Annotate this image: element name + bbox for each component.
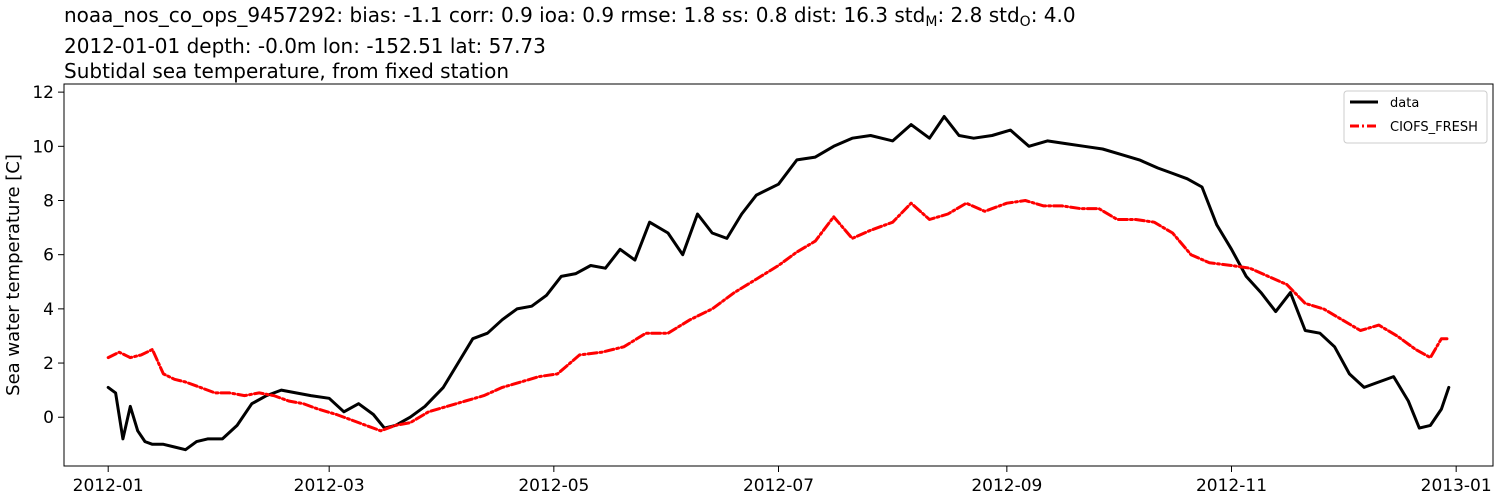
x-tick-label: 2012-01 bbox=[73, 476, 144, 496]
y-tick-label: 2 bbox=[43, 354, 54, 374]
title-line1-prefix: noaa_nos_co_ops_9457292: bias: -1.1 corr… bbox=[64, 3, 926, 27]
y-tick-label: 10 bbox=[32, 137, 54, 157]
chart-title-line-1: noaa_nos_co_ops_9457292: bias: -1.1 corr… bbox=[64, 3, 1076, 34]
chart-title-line-3: Subtidal sea temperature, from fixed sta… bbox=[64, 59, 509, 83]
x-tick-label: 2012-11 bbox=[1196, 476, 1267, 496]
x-tick-label: 2012-05 bbox=[518, 476, 589, 496]
title-line1-end: : 4.0 bbox=[1030, 3, 1076, 27]
title-subscript-o: O bbox=[1019, 14, 1031, 30]
title-subscript-m: M bbox=[925, 14, 938, 30]
y-tick-label: 6 bbox=[43, 246, 54, 266]
y-axis: 0 2 4 6 8 10 12 bbox=[32, 83, 64, 428]
legend-label-data: data bbox=[1390, 96, 1419, 111]
x-axis: 2012-01 2012-03 2012-05 2012-07 2012-09 2012-… bbox=[73, 466, 1492, 496]
x-tick-label: 2012-09 bbox=[971, 476, 1042, 496]
y-tick-label: 4 bbox=[43, 300, 54, 320]
legend-box bbox=[1343, 90, 1488, 144]
plot-frame bbox=[63, 83, 1494, 467]
title-line1-mid: : 2.8 std bbox=[937, 3, 1020, 27]
y-tick-label: 12 bbox=[32, 83, 54, 103]
series-layer bbox=[106, 115, 1451, 452]
legend-label-ciofs-fresh: CIOFS_FRESH bbox=[1390, 120, 1478, 135]
chart-title-line-2: 2012-01-01 depth: -0.0m lon: -152.51 lat… bbox=[64, 34, 546, 58]
y-tick-label: 0 bbox=[43, 408, 54, 428]
x-tick-label: 2012-07 bbox=[743, 476, 814, 496]
y-axis-label: Sea water temperature [C] bbox=[3, 154, 24, 396]
series-line-ciofs-fresh bbox=[106, 199, 1451, 433]
y-tick-label: 8 bbox=[43, 191, 54, 211]
legend: data CIOFS_FRESH bbox=[1343, 90, 1488, 144]
x-tick-label: 2012-03 bbox=[294, 476, 365, 496]
series-line-data bbox=[106, 115, 1451, 452]
x-tick-label: 2013-01 bbox=[1421, 476, 1492, 496]
